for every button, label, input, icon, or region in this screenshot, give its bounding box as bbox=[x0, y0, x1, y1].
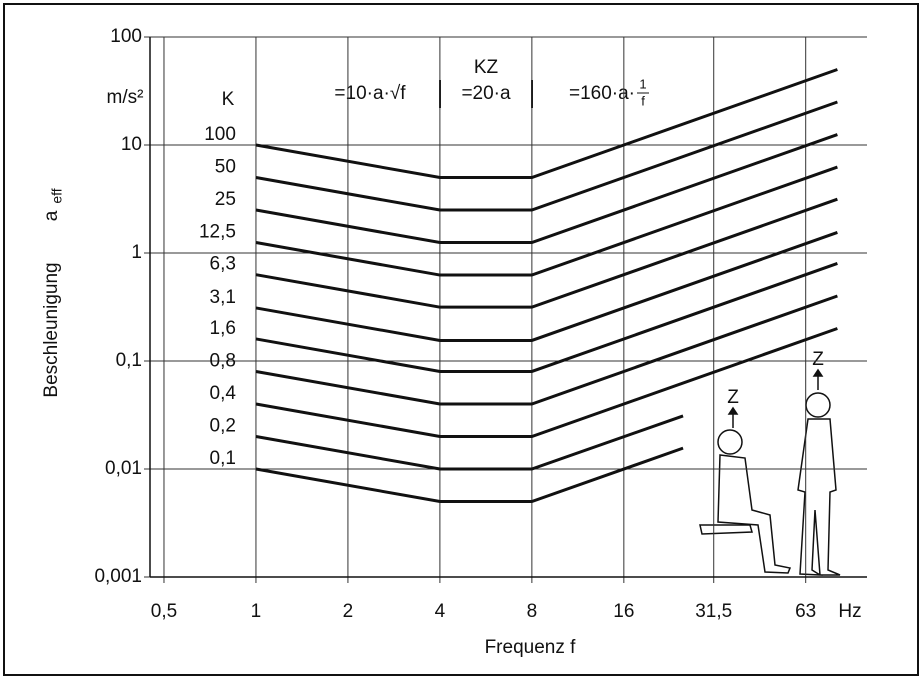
series-line bbox=[255, 262, 838, 373]
series-label: 0,1 bbox=[210, 448, 236, 469]
series-label: 100 bbox=[204, 124, 236, 145]
annotation: KZ bbox=[474, 57, 499, 78]
annotation: 1 bbox=[639, 76, 646, 91]
annotation: Z bbox=[727, 387, 739, 408]
series-line bbox=[255, 100, 838, 212]
annotation: f bbox=[641, 93, 645, 108]
series-line bbox=[255, 446, 684, 504]
y-tick-label: 100 bbox=[110, 26, 142, 47]
series-line bbox=[255, 133, 838, 245]
x-tick-label: 63 bbox=[795, 601, 816, 622]
series-line bbox=[255, 68, 838, 180]
annotation: =20·a bbox=[461, 83, 511, 104]
x-tick-label: 4 bbox=[435, 601, 446, 622]
x-tick-label: 31,5 bbox=[695, 601, 732, 622]
y-tick-label: 0,01 bbox=[105, 458, 142, 479]
y-unit: m/s² bbox=[107, 87, 144, 108]
series-line bbox=[255, 327, 838, 438]
series-line bbox=[255, 165, 838, 277]
y-tick-label: 0,001 bbox=[94, 566, 142, 587]
frame bbox=[3, 3, 919, 676]
series-label: 0,8 bbox=[210, 350, 236, 371]
y-label-text: Beschleunigung bbox=[41, 262, 62, 397]
series-label: 6,3 bbox=[210, 254, 236, 275]
series-label: 1,6 bbox=[210, 318, 236, 339]
x-unit: Hz bbox=[838, 601, 861, 622]
x-tick-label: 0,5 bbox=[151, 601, 177, 622]
x-tick-label: 1 bbox=[251, 601, 262, 622]
x-tick-label: 2 bbox=[343, 601, 354, 622]
y-label-symbol: a bbox=[41, 210, 62, 221]
y-tick-label: 10 bbox=[121, 134, 142, 155]
series-line bbox=[255, 231, 838, 342]
series-label: 12,5 bbox=[199, 222, 236, 243]
series-label: 3,1 bbox=[210, 287, 236, 308]
y-label: Beschleunigung a eff bbox=[41, 188, 65, 397]
annotation: =10·a·√f bbox=[334, 83, 406, 104]
series-line bbox=[255, 294, 838, 406]
y-tick-label: 1 bbox=[131, 242, 142, 263]
annotation: Z bbox=[812, 349, 824, 370]
series-label: 25 bbox=[215, 189, 236, 210]
figures bbox=[699, 368, 841, 576]
series-label: 0,2 bbox=[210, 416, 236, 437]
series-line bbox=[255, 414, 684, 471]
x-label: Frequenz f bbox=[485, 637, 577, 658]
y-tick-label: 0,1 bbox=[116, 350, 142, 371]
x-tick-label: 8 bbox=[527, 601, 538, 622]
legend-title: K bbox=[222, 89, 235, 110]
series-label: 50 bbox=[215, 157, 236, 178]
annotation: =160·a· bbox=[569, 83, 635, 104]
series-line bbox=[255, 197, 838, 309]
y-label-subscript: eff bbox=[49, 188, 65, 203]
x-tick-label: 16 bbox=[613, 601, 634, 622]
series-label: 0,4 bbox=[210, 383, 237, 404]
